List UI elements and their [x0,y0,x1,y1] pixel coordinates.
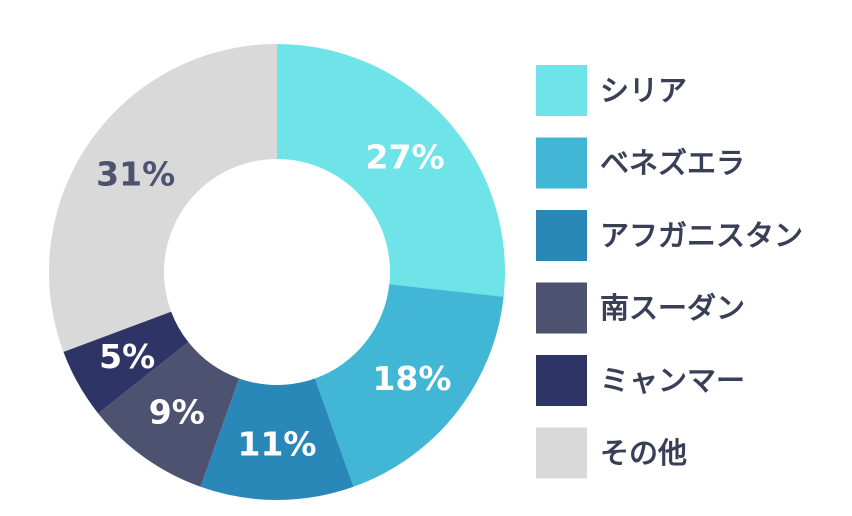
legend-swatch [536,210,587,261]
legend-item-4: 南スーダン [536,282,745,334]
slice-3-arc [200,378,354,500]
legend-label: アフガニスタン [600,219,803,253]
slice-2-arc [314,284,504,487]
legend-label: ミャンマー [600,364,745,398]
slice-4-arc [98,342,240,487]
legend-swatch [536,355,587,406]
legend-item-6: その他 [536,427,687,479]
legend-item-1: シリア [536,65,687,116]
slice-4-value-label: 9% [149,392,205,431]
slice-2-value-label: 18% [372,359,451,398]
slice-1-value-label: 27% [366,138,445,177]
legend-swatch [536,427,587,479]
legend-label: シリア [600,74,687,108]
slice-1-arc [277,44,505,297]
slice-5-value-label: 5% [99,337,155,376]
legend-label: 南スーダン [600,291,745,325]
legend-item-3: アフガニスタン [536,210,803,261]
slice-5-arc [63,311,189,414]
legend-swatch [536,137,587,189]
legend-item-2: ベネズエラ [536,137,745,189]
slice-6-value-label: 31% [96,154,175,193]
slice-labels: 27% 18% 11% 9% 5% 31% [96,138,451,464]
legend-item-5: ミャンマー [536,355,745,406]
donut-slices [48,44,505,500]
legend-swatch [536,65,587,116]
slice-3-value-label: 11% [238,425,317,464]
legend-label: その他 [600,436,687,470]
legend-label: ベネズエラ [600,146,745,180]
slice-6-arc [48,44,277,352]
legend-swatch [536,282,587,334]
